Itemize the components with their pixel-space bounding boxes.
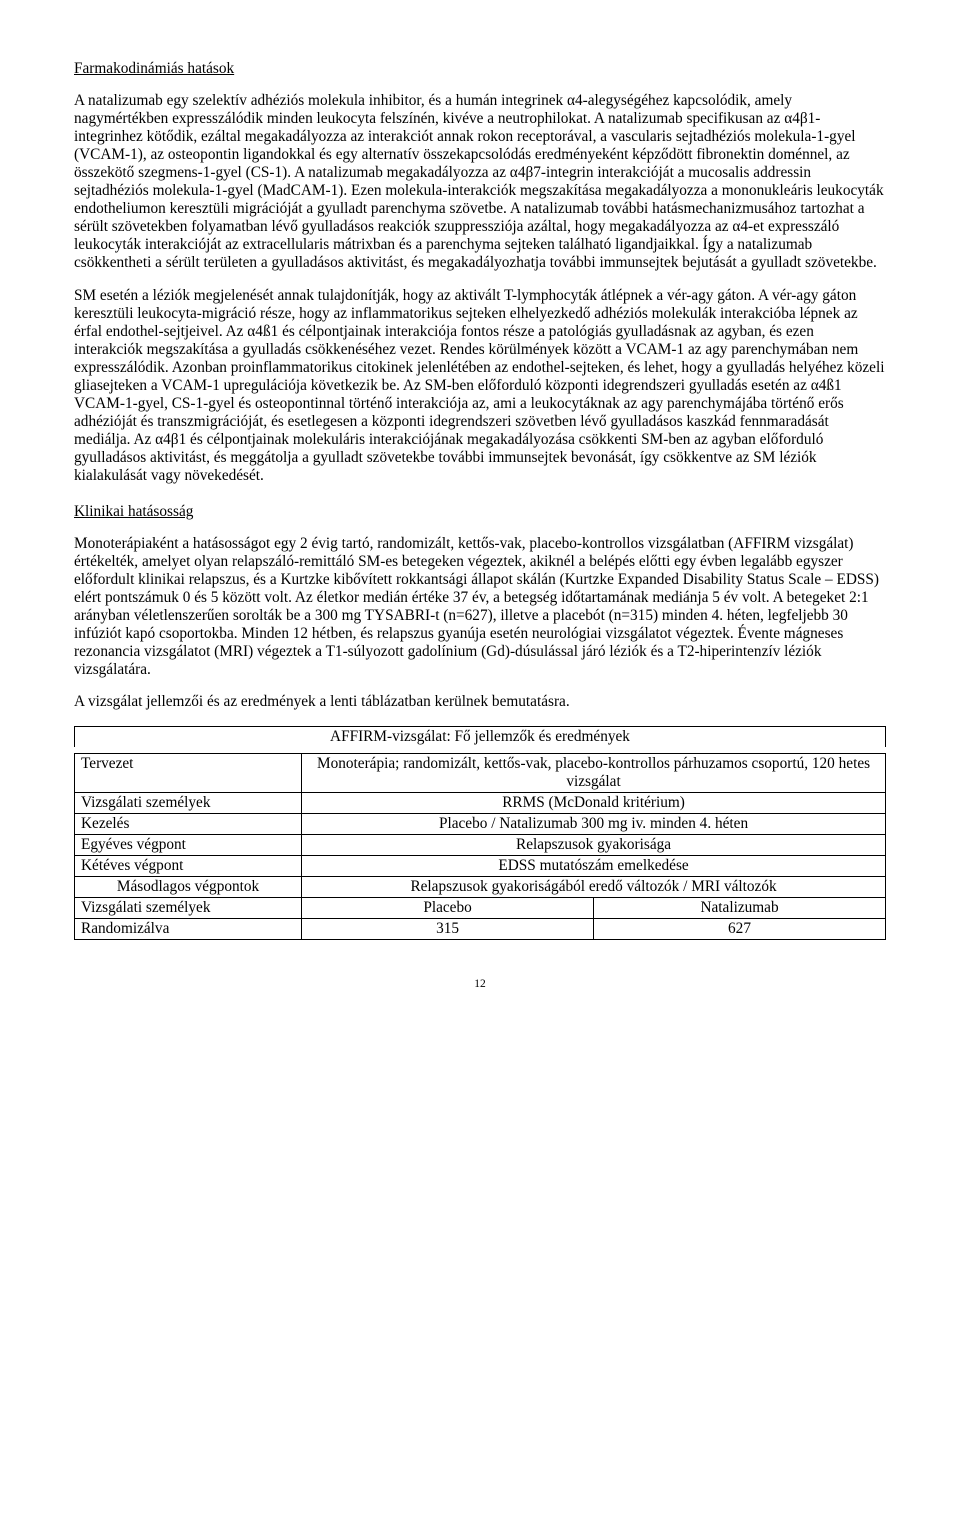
table-row: Másodlagos végpontok Relapszusok gyakori…	[75, 876, 886, 897]
heading-clinical-efficacy: Klinikai hatásosság	[74, 503, 886, 521]
row-label: Kétéves végpont	[75, 855, 302, 876]
row-label: Egyéves végpont	[75, 834, 302, 855]
table-row: Kétéves végpont EDSS mutatószám emelkedé…	[75, 855, 886, 876]
table-row: Kezelés Placebo / Natalizumab 300 mg iv.…	[75, 813, 886, 834]
paragraph-2: SM esetén a léziók megjelenését annak tu…	[74, 287, 886, 486]
row-value: Monoterápia; randomizált, kettős-vak, pl…	[302, 753, 886, 792]
paragraph-4: A vizsgálat jellemzői és az eredmények a…	[74, 693, 886, 711]
val-placebo: 315	[302, 918, 594, 939]
row-label: Vizsgálati személyek	[75, 792, 302, 813]
val-natalizumab: 627	[594, 918, 886, 939]
row-value: Relapszusok gyakorisága	[302, 834, 886, 855]
row-label: Kezelés	[75, 813, 302, 834]
table-row-split-header: Vizsgálati személyek Placebo Natalizumab	[75, 897, 886, 918]
row-value: Relapszusok gyakoriságából eredő változó…	[302, 876, 886, 897]
table-row-split: Randomizálva 315 627	[75, 918, 886, 939]
row-label: Tervezet	[75, 753, 302, 792]
affirm-table: Tervezet Monoterápia; randomizált, kettő…	[74, 753, 886, 940]
heading-text: Klinikai hatásosság	[74, 503, 193, 520]
row-value: RRMS (McDonald kritérium)	[302, 792, 886, 813]
row-label: Vizsgálati személyek	[75, 897, 302, 918]
row-value: EDSS mutatószám emelkedése	[302, 855, 886, 876]
table-row: Vizsgálati személyek RRMS (McDonald krit…	[75, 792, 886, 813]
table-row: Tervezet Monoterápia; randomizált, kettő…	[75, 753, 886, 792]
row-label: Másodlagos végpontok	[75, 876, 302, 897]
heading-text: Farmakodinámiás hatások	[74, 60, 234, 77]
table-title: AFFIRM-vizsgálat: Fő jellemzők és eredmé…	[74, 726, 886, 747]
row-value: Placebo / Natalizumab 300 mg iv. minden …	[302, 813, 886, 834]
row-label: Randomizálva	[75, 918, 302, 939]
table-row: Egyéves végpont Relapszusok gyakorisága	[75, 834, 886, 855]
col-natalizumab: Natalizumab	[594, 897, 886, 918]
heading-pharmacodynamics: Farmakodinámiás hatások	[74, 60, 886, 78]
page-number: 12	[74, 978, 886, 992]
paragraph-1: A natalizumab egy szelektív adhéziós mol…	[74, 92, 886, 272]
col-placebo: Placebo	[302, 897, 594, 918]
paragraph-3: Monoterápiaként a hatásosságot egy 2 évi…	[74, 535, 886, 679]
